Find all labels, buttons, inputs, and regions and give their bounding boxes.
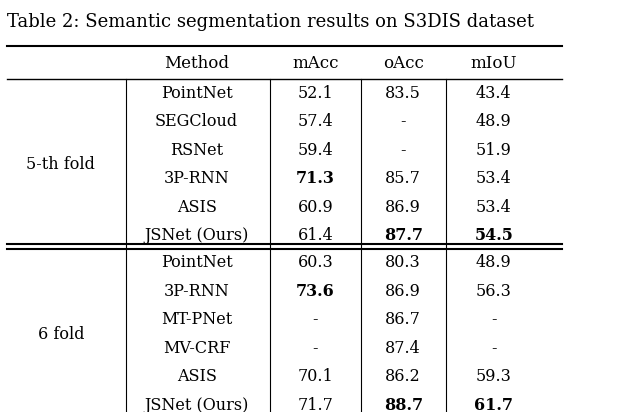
Text: 43.4: 43.4	[476, 85, 512, 102]
Text: 53.4: 53.4	[476, 171, 512, 187]
Text: PointNet: PointNet	[161, 85, 232, 102]
Text: MT-PNet: MT-PNet	[161, 311, 232, 328]
Text: 3P-RNN: 3P-RNN	[164, 283, 229, 300]
Text: 83.5: 83.5	[385, 85, 421, 102]
Text: -: -	[401, 113, 406, 131]
Text: 56.3: 56.3	[476, 283, 512, 300]
Text: 61.4: 61.4	[298, 227, 334, 244]
Text: 86.9: 86.9	[385, 283, 421, 300]
Text: 52.1: 52.1	[298, 85, 334, 102]
Text: 59.3: 59.3	[476, 368, 512, 386]
Text: 60.3: 60.3	[298, 255, 334, 272]
Text: 57.4: 57.4	[298, 113, 334, 131]
Text: -: -	[491, 340, 497, 357]
Text: 86.7: 86.7	[385, 311, 421, 328]
Text: 71.3: 71.3	[296, 171, 335, 187]
Text: 85.7: 85.7	[385, 171, 421, 187]
Text: 86.9: 86.9	[385, 199, 421, 216]
Text: 51.9: 51.9	[476, 142, 512, 159]
Text: 87.7: 87.7	[384, 227, 423, 244]
Text: 48.9: 48.9	[476, 255, 512, 272]
Text: 59.4: 59.4	[298, 142, 334, 159]
Text: 60.9: 60.9	[298, 199, 334, 216]
Text: 5-th fold: 5-th fold	[27, 156, 95, 173]
Text: 88.7: 88.7	[384, 397, 423, 412]
Text: JSNet (Ours): JSNet (Ours)	[144, 397, 249, 412]
Text: 48.9: 48.9	[476, 113, 512, 131]
Text: 71.7: 71.7	[298, 397, 334, 412]
Text: 3P-RNN: 3P-RNN	[164, 171, 229, 187]
Text: 73.6: 73.6	[296, 283, 335, 300]
Text: mAcc: mAcc	[292, 55, 339, 72]
Text: -: -	[312, 340, 318, 357]
Text: ASIS: ASIS	[177, 368, 216, 386]
Text: JSNet (Ours): JSNet (Ours)	[144, 227, 249, 244]
Text: -: -	[312, 311, 318, 328]
Text: 80.3: 80.3	[385, 255, 421, 272]
Text: 86.2: 86.2	[385, 368, 421, 386]
Text: -: -	[401, 142, 406, 159]
Text: 54.5: 54.5	[474, 227, 513, 244]
Text: 61.7: 61.7	[474, 397, 513, 412]
Text: 53.4: 53.4	[476, 199, 512, 216]
Text: SEGCloud: SEGCloud	[155, 113, 238, 131]
Text: Table 2: Semantic segmentation results on S3DIS dataset: Table 2: Semantic segmentation results o…	[7, 13, 534, 31]
Text: RSNet: RSNet	[170, 142, 223, 159]
Text: oAcc: oAcc	[383, 55, 423, 72]
Text: mIoU: mIoU	[471, 55, 517, 72]
Text: ASIS: ASIS	[177, 199, 216, 216]
Text: 87.4: 87.4	[385, 340, 421, 357]
Text: 6 fold: 6 fold	[38, 325, 84, 343]
Text: PointNet: PointNet	[161, 255, 232, 272]
Text: -: -	[491, 311, 497, 328]
Text: MV-CRF: MV-CRF	[163, 340, 230, 357]
Text: 70.1: 70.1	[298, 368, 334, 386]
Text: Method: Method	[164, 55, 229, 72]
